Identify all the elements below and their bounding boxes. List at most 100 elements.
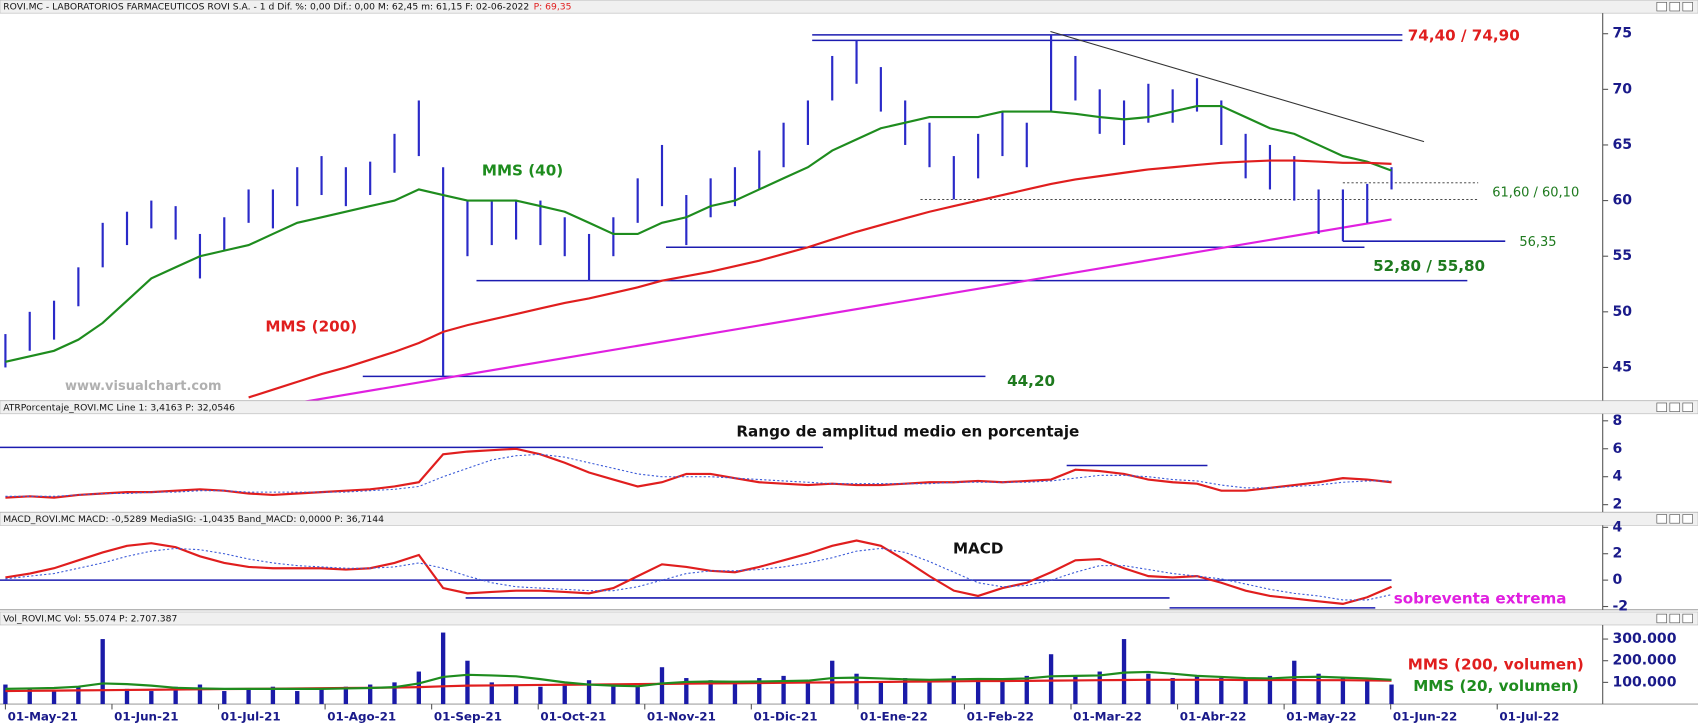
- window-button[interactable]: [1656, 1, 1667, 12]
- volume-bar: [1365, 680, 1370, 705]
- x-tick-label: 01-Jun-22: [1393, 710, 1457, 724]
- volume-bar: [659, 667, 665, 705]
- x-tick-label: 01-Jul-22: [1499, 710, 1559, 724]
- x-tick-label: 01-May-21: [8, 710, 78, 724]
- window-button[interactable]: [1669, 1, 1680, 12]
- volume-bar: [635, 686, 640, 705]
- window-button[interactable]: [1669, 402, 1680, 412]
- volume-bar: [805, 680, 811, 705]
- x-tick-label: 01-Nov-21: [647, 710, 716, 724]
- volume-bar: [1340, 678, 1346, 705]
- window-button[interactable]: [1656, 514, 1667, 524]
- volume-bar: [1292, 660, 1297, 705]
- volume-bar: [1219, 678, 1224, 705]
- volume-bar: [440, 632, 446, 705]
- panel-header: [0, 400, 1698, 415]
- series-label: MMS (200): [265, 318, 357, 336]
- window-button[interactable]: [1669, 514, 1680, 524]
- volume-bar: [1170, 678, 1175, 705]
- volume-bar: [757, 678, 762, 705]
- window-button[interactable]: [1656, 402, 1667, 412]
- volume-bar: [1121, 639, 1127, 705]
- y-tick-label: 200.000: [1612, 653, 1676, 669]
- volume-bar: [927, 680, 932, 705]
- panel-header-value: P: 69,35: [534, 2, 572, 13]
- x-tick-label: 01-Feb-22: [967, 710, 1034, 724]
- window-button[interactable]: [1656, 613, 1667, 624]
- volume-bar: [951, 675, 956, 705]
- x-tick-label: 01-Oct-21: [540, 710, 606, 724]
- series-line: [5, 539, 1392, 605]
- window-button[interactable]: [1682, 1, 1693, 12]
- trend-line: [275, 218, 1392, 408]
- annotation: 74,40 / 74,90: [1408, 26, 1520, 44]
- volume-bar: [392, 682, 397, 705]
- volume-bar: [27, 688, 32, 705]
- volume-bar: [489, 682, 494, 705]
- y-tick-label: 100.000: [1612, 674, 1676, 690]
- volume-bar: [562, 684, 567, 705]
- x-tick-label: 01-Ene-22: [860, 710, 928, 724]
- x-tick-label: 01-Ago-21: [327, 710, 396, 724]
- volume-bar: [1389, 684, 1394, 705]
- y-tick-label: 4: [1612, 519, 1622, 535]
- panel-header-text: MACD_ROVI.MC MACD: -0,5289 MediaSIG: -1,…: [3, 514, 384, 525]
- volume-bar: [149, 691, 154, 705]
- volume-bar: [975, 678, 981, 705]
- series-line: [5, 547, 1392, 601]
- x-tick-label: 01-Jun-21: [114, 710, 178, 724]
- window-button[interactable]: [1682, 613, 1693, 624]
- x-tick-label: 01-May-22: [1286, 710, 1356, 724]
- y-tick-label: 55: [1612, 248, 1632, 264]
- volume-bar: [51, 691, 57, 705]
- volume-bar: [124, 688, 130, 705]
- volume-bar: [465, 660, 470, 705]
- volume-bar: [197, 684, 203, 705]
- x-tick-label: 01-Mar-22: [1073, 710, 1142, 724]
- y-tick-label: 45: [1612, 359, 1632, 375]
- x-tick-label: 01-Dic-21: [753, 710, 817, 724]
- x-tick-label: 01-Abr-22: [1180, 710, 1247, 724]
- volume-bar: [586, 680, 592, 705]
- trend-line: [1050, 30, 1425, 143]
- volume-bar: [1243, 680, 1248, 705]
- volume-bar: [368, 684, 373, 705]
- volume-bar: [246, 688, 251, 705]
- window-button[interactable]: [1682, 514, 1693, 524]
- volume-bar: [295, 691, 300, 705]
- y-tick-label: 8: [1612, 413, 1622, 429]
- panel-header-text: ATRPorcentaje_ROVI.MC Line 1: 3,4163 P: …: [3, 402, 235, 413]
- y-tick-label: 75: [1612, 26, 1632, 42]
- volume-bar: [684, 678, 689, 705]
- y-tick-label: 2: [1612, 546, 1622, 562]
- series-label: MMS (40): [482, 162, 563, 180]
- panel-header: [0, 611, 1698, 626]
- panel-title: MACD: [953, 540, 1004, 558]
- volume-bar: [3, 684, 8, 705]
- series-label: MMS (200, volumen): [1408, 656, 1584, 674]
- y-tick-label: 60: [1612, 193, 1632, 209]
- y-tick-label: 6: [1612, 441, 1622, 457]
- window-button[interactable]: [1669, 613, 1680, 624]
- volume-bar: [1097, 671, 1102, 705]
- y-tick-label: 4: [1612, 469, 1622, 485]
- annotation: sobreventa extrema: [1394, 589, 1567, 607]
- volume-bar: [903, 678, 908, 705]
- volume-bar: [270, 686, 276, 705]
- volume-bar: [1048, 654, 1054, 705]
- volume-bar: [708, 680, 713, 705]
- volume-bar: [732, 682, 738, 705]
- y-tick-label: 70: [1612, 81, 1632, 97]
- volume-bar: [76, 686, 81, 705]
- volume-bar: [319, 688, 324, 705]
- window-button[interactable]: [1682, 402, 1693, 412]
- y-tick-label: 65: [1612, 137, 1632, 153]
- volume-bar: [1316, 673, 1321, 705]
- volume-bar: [781, 675, 786, 705]
- y-tick-label: 2: [1612, 497, 1622, 513]
- volume-bar: [1146, 673, 1151, 705]
- volume-bar: [878, 682, 884, 705]
